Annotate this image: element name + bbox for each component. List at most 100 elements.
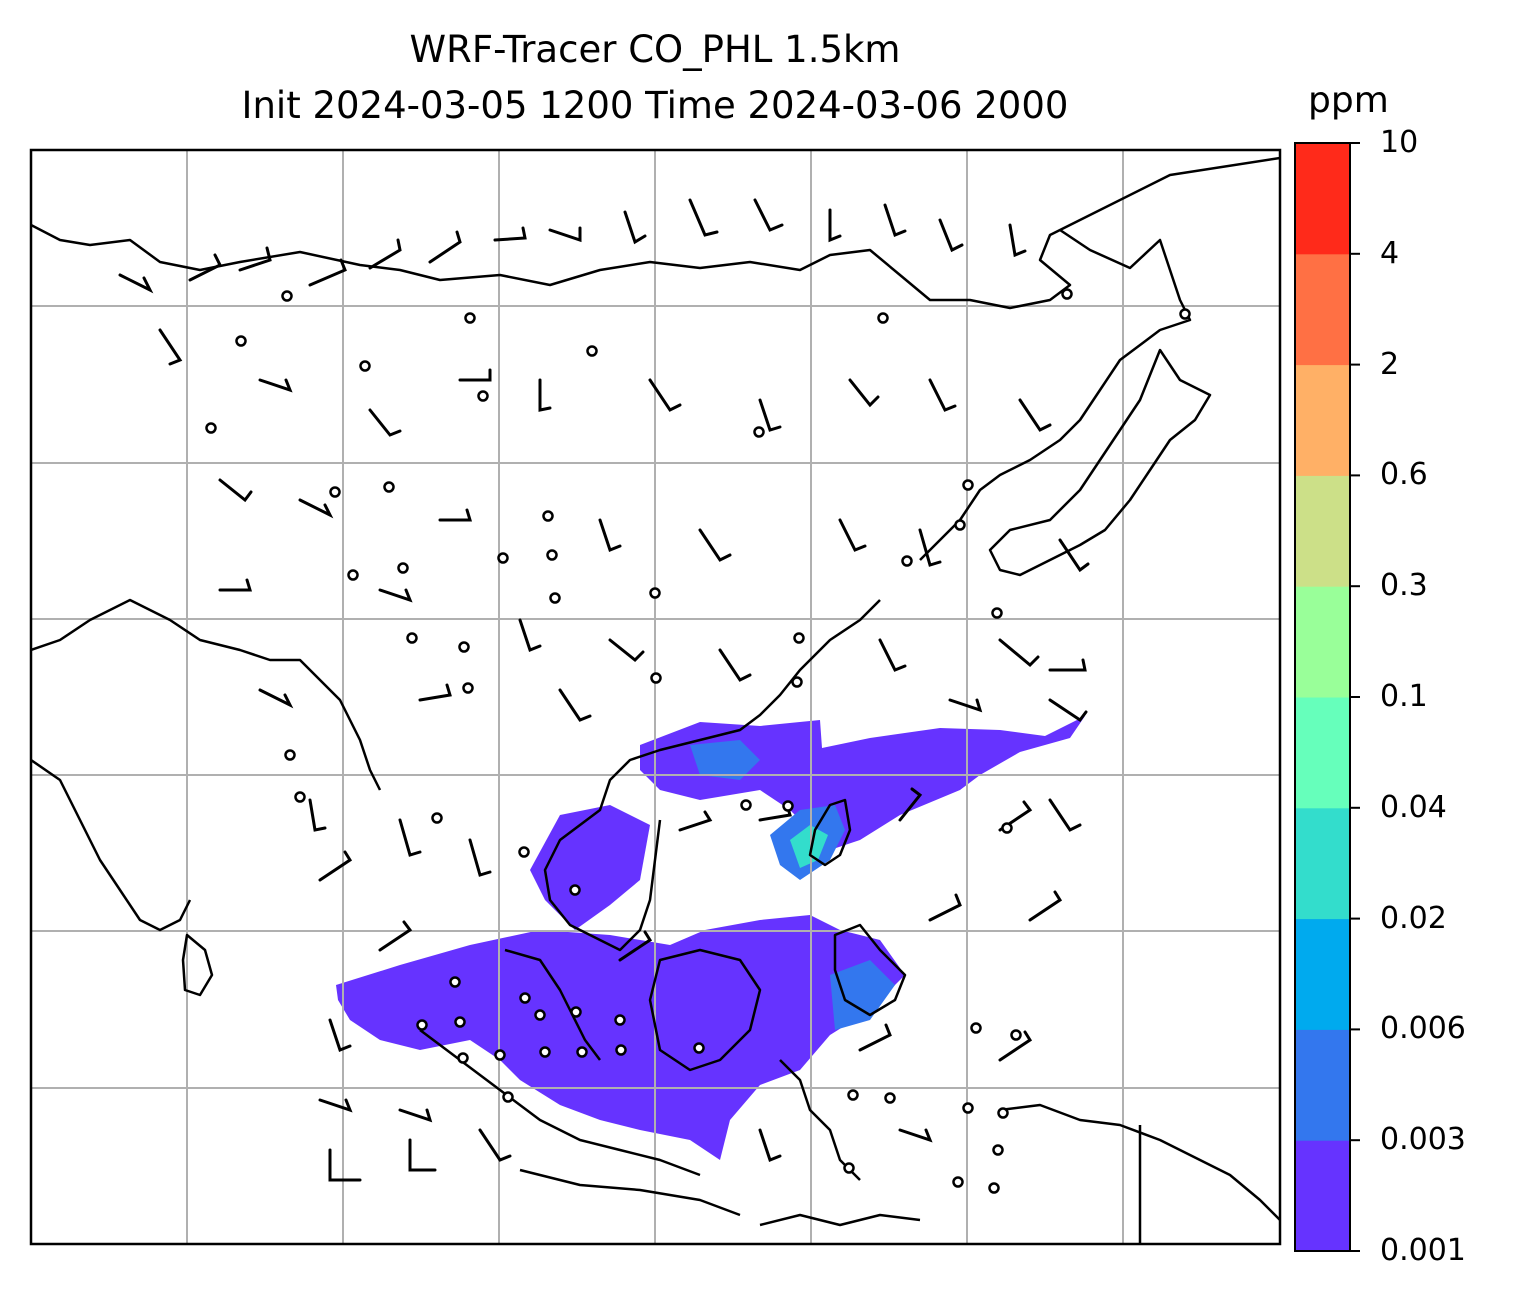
colorbar-band [1295,697,1350,809]
colorbar-tick-label: 10 [1380,125,1419,160]
wind-barb [258,688,294,709]
colorbar-tick-label: 0.3 [1380,568,1428,604]
wind-barb [753,198,784,232]
wind-barb [398,818,422,857]
colorbar-tick-label: 0.6 [1380,457,1428,493]
coast-sumatra [419,1029,701,1177]
coast-mindanao [833,923,907,1017]
colorbar-band [1295,1029,1350,1141]
wind-barb [318,850,353,882]
wind-barb [623,210,647,245]
wind-barb [998,638,1040,668]
wind-barb [408,1138,437,1172]
map-frame [29,148,1282,1246]
colorbar [1295,143,1350,1252]
wind-barb [428,230,462,264]
coast-borneo [648,948,762,1072]
wind-barb [378,920,413,952]
wind-barb [308,798,327,832]
wind-barb [328,1018,352,1052]
wind-barb [418,683,452,702]
wind-barb [458,368,492,382]
wind-barb [518,618,542,652]
coast-north [31,156,1280,310]
wind-barb [298,498,334,519]
map-area [31,150,1280,1244]
wind-barb [398,1108,433,1123]
tracer-shading [336,716,1085,1160]
wind-barb [1008,223,1027,258]
wind-barb [378,588,413,603]
coast-sri-lanka [181,933,214,997]
colorbar-band [1295,475,1350,587]
colorbar-tick-label: 2 [1380,346,1400,382]
colorbar-band [1295,364,1350,476]
wind-barb [1048,698,1088,723]
coast-sulawesi [779,1059,861,1181]
colorbar-tick-label: 0.003 [1380,1122,1466,1158]
wind-barb [598,518,622,552]
wind-barb [828,208,842,243]
wind-barb [558,688,592,722]
map-title-line1: WRF-Tracer CO_PHL 1.5km [409,28,901,71]
wind-barb [548,226,582,243]
wind-barb [478,1128,512,1162]
wind-barb [188,253,223,282]
wind-barb [918,528,942,567]
wind-barb [698,528,732,562]
wind-barb [118,273,154,294]
colorbar-unit-label: ppm [1308,80,1389,121]
colorbar-band [1295,253,1350,366]
colorbar-tick-marks [1350,142,1360,1252]
coast-java [519,1168,741,1217]
colorbar-band [1295,143,1350,255]
plume-mindanao-core [830,960,895,1030]
wind-barb [1028,890,1063,922]
wind-barb [688,198,719,237]
wind-barb [898,1128,933,1143]
wind-barb [368,238,402,270]
wind-barb [948,698,983,713]
wind-barb [368,408,402,437]
colorbar-band [1295,918,1350,1030]
wind-barb [538,378,552,412]
coast-malay [504,948,601,1061]
wind-barb [718,648,752,682]
wind-barbs [118,198,1090,1182]
plume-south [336,915,905,1160]
wind-barb [493,226,527,242]
wind-barb [1048,798,1082,832]
graticule [31,150,1280,1244]
colorbar-tick-label: 0.001 [1380,1233,1466,1268]
wind-barb [328,1148,362,1182]
wind-barb [878,638,907,672]
wind-barb [928,893,962,922]
wind-barb [238,246,272,272]
coast-india [31,758,192,932]
wind-barb [938,218,964,253]
coast-luzon [808,798,852,867]
wind-barb [758,398,782,432]
wind-barb [258,378,293,393]
wind-barb [218,478,253,503]
wind-barb [318,1098,353,1113]
wind-barb [1058,538,1090,573]
plume-luzon-peak [790,825,828,868]
wind-barb [608,638,645,663]
colorbar-band [1295,807,1350,920]
wind-barb [898,787,923,822]
map-title-line2: Init 2024-03-05 1200 Time 2024-03-06 200… [241,84,1069,127]
colorbar-tick-label: 0.006 [1380,1011,1466,1047]
plume-north-core [690,740,760,780]
wind-barb [838,518,867,552]
wind-barb [1018,398,1052,432]
wind-barb [848,378,880,408]
wind-barb [218,578,253,592]
coast-japan [988,348,1212,577]
tracer-shading-high [690,740,895,1030]
wind-barb [883,203,907,237]
wind-barb [758,1128,782,1162]
coast-lesser-sunda [759,1213,921,1227]
coast-new-guinea [999,1103,1280,1221]
wind-barb [928,378,957,412]
